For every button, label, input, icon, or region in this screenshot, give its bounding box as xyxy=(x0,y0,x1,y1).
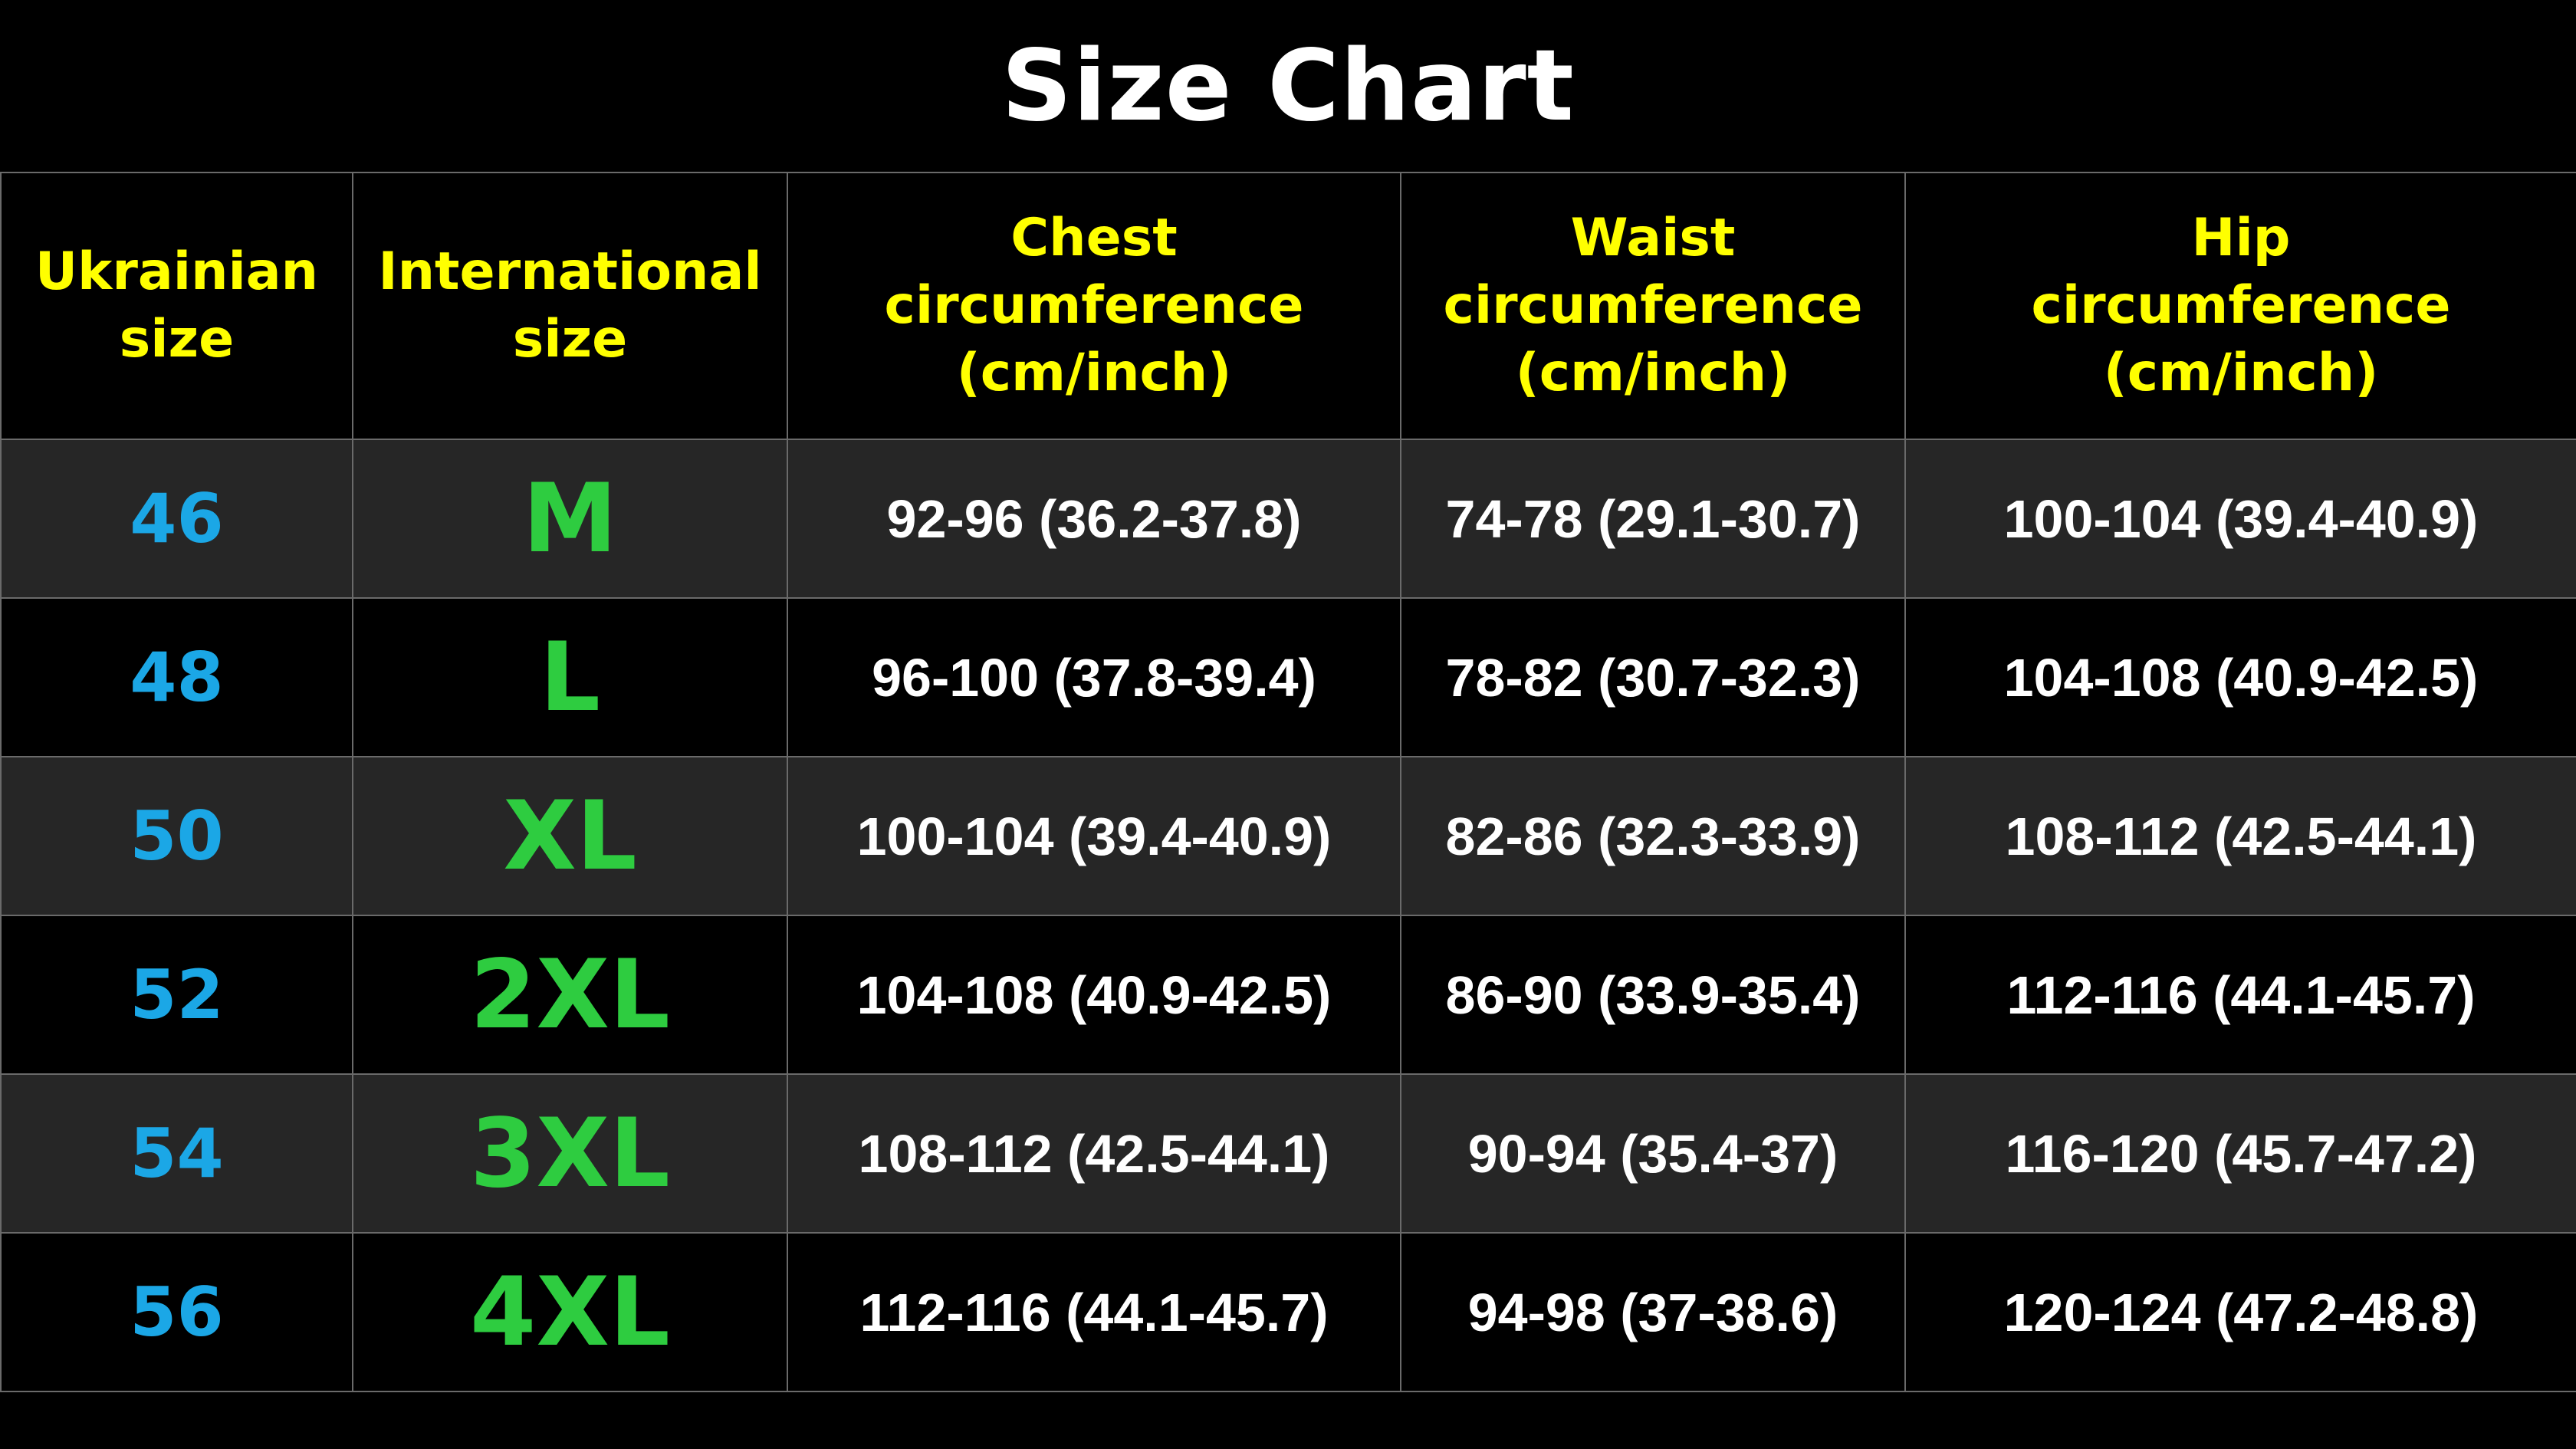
page-title: Size Chart xyxy=(1001,28,1575,143)
waist-cell: 86-90 (33.9-35.4) xyxy=(1400,915,1906,1075)
ukrainian-size-cell: 46 xyxy=(0,439,353,599)
chest-cell: 92-96 (36.2-37.8) xyxy=(787,439,1401,599)
table-row: 54 3XL 108-112 (42.5-44.1) 90-94 (35.4-3… xyxy=(0,1073,2576,1234)
table-row: 52 2XL 104-108 (40.9-42.5) 86-90 (33.9-3… xyxy=(0,915,2576,1075)
chest-cell: 108-112 (42.5-44.1) xyxy=(787,1073,1401,1234)
header-waist: Waist circumference (cm/inch) xyxy=(1400,172,1906,440)
international-size-cell: XL xyxy=(352,756,788,916)
hip-cell: 100-104 (39.4-40.9) xyxy=(1904,439,2576,599)
hip-cell: 120-124 (47.2-48.8) xyxy=(1904,1232,2576,1392)
table-row: 48 L 96-100 (37.8-39.4) 78-82 (30.7-32.3… xyxy=(0,597,2576,757)
waist-cell: 82-86 (32.3-33.9) xyxy=(1400,756,1906,916)
international-size-cell: L xyxy=(352,597,788,757)
ukrainian-size-cell: 50 xyxy=(0,756,353,916)
hip-cell: 116-120 (45.7-47.2) xyxy=(1904,1073,2576,1234)
waist-cell: 78-82 (30.7-32.3) xyxy=(1400,597,1906,757)
chest-cell: 104-108 (40.9-42.5) xyxy=(787,915,1401,1075)
hip-cell: 104-108 (40.9-42.5) xyxy=(1904,597,2576,757)
header-row: Ukrainian size International size Chest … xyxy=(0,172,2576,440)
waist-cell: 94-98 (37-38.6) xyxy=(1400,1232,1906,1392)
ukrainian-size-cell: 54 xyxy=(0,1073,353,1234)
ukrainian-size-cell: 56 xyxy=(0,1232,353,1392)
table-row: 50 XL 100-104 (39.4-40.9) 82-86 (32.3-33… xyxy=(0,756,2576,916)
international-size-cell: M xyxy=(352,439,788,599)
international-size-cell: 4XL xyxy=(352,1232,788,1392)
ukrainian-size-cell: 48 xyxy=(0,597,353,757)
header-hip: Hip circumference (cm/inch) xyxy=(1904,172,2576,440)
hip-cell: 108-112 (42.5-44.1) xyxy=(1904,756,2576,916)
international-size-cell: 3XL xyxy=(352,1073,788,1234)
chest-cell: 100-104 (39.4-40.9) xyxy=(787,756,1401,916)
size-table: Ukrainian size International size Chest … xyxy=(0,172,2576,1392)
hip-cell: 112-116 (44.1-45.7) xyxy=(1904,915,2576,1075)
chest-cell: 112-116 (44.1-45.7) xyxy=(787,1232,1401,1392)
table-row: 46 M 92-96 (36.2-37.8) 74-78 (29.1-30.7)… xyxy=(0,439,2576,599)
table-row: 56 4XL 112-116 (44.1-45.7) 94-98 (37-38.… xyxy=(0,1232,2576,1392)
waist-cell: 74-78 (29.1-30.7) xyxy=(1400,439,1906,599)
header-chest: Chest circumference (cm/inch) xyxy=(787,172,1401,440)
waist-cell: 90-94 (35.4-37) xyxy=(1400,1073,1906,1234)
ukrainian-size-cell: 52 xyxy=(0,915,353,1075)
header-international-size: International size xyxy=(352,172,788,440)
header-ukrainian-size: Ukrainian size xyxy=(0,172,353,440)
chest-cell: 96-100 (37.8-39.4) xyxy=(787,597,1401,757)
international-size-cell: 2XL xyxy=(352,915,788,1075)
